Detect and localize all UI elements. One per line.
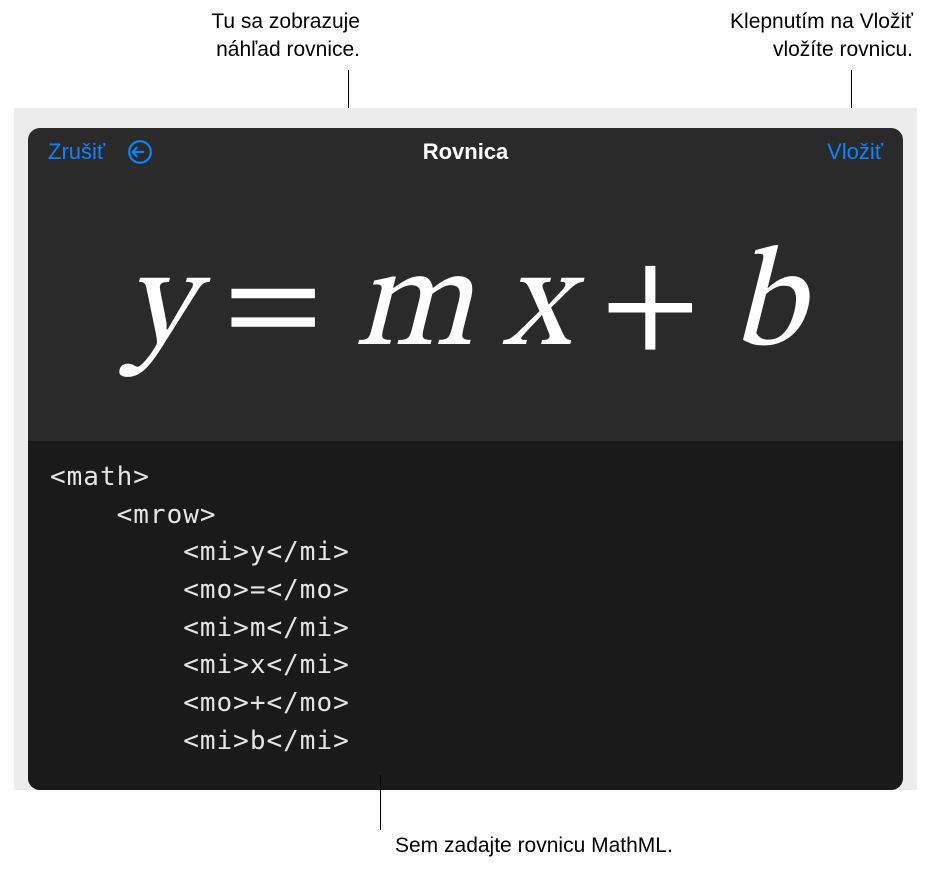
eq-equals: = — [223, 221, 326, 396]
eq-plus: + — [600, 221, 703, 396]
callout-text: Sem zadajte rovnicu MathML. — [395, 834, 673, 857]
undo-icon[interactable] — [127, 139, 153, 165]
code-line: <mo>=</mo> — [50, 575, 350, 605]
callout-text: Tu sa zobrazuje — [211, 10, 360, 33]
panel-title: Rovnica — [423, 139, 509, 165]
panel-header: Zrušiť Rovnica Vložiť — [28, 128, 903, 176]
cancel-button[interactable]: Zrušiť — [48, 139, 105, 165]
insert-button[interactable]: Vložiť — [827, 139, 883, 165]
eq-var-x: x — [503, 221, 572, 396]
panel-background: Zrušiť Rovnica Vložiť y = m x + b — [14, 108, 917, 790]
code-line: <mi>m</mi> — [50, 613, 350, 643]
code-line: <math> — [50, 462, 150, 492]
callout-code: Sem zadajte rovnicu MathML. — [395, 834, 673, 858]
eq-var-m: m — [354, 221, 475, 396]
code-line: <mrow> — [50, 500, 217, 530]
equation-preview: y = m x + b — [28, 176, 903, 441]
code-line: <mi>b</mi> — [50, 726, 350, 756]
callout-text: náhľad rovnice. — [216, 38, 360, 61]
code-line: <mi>y</mi> — [50, 537, 350, 567]
eq-var-y: y — [125, 221, 195, 396]
mathml-code-input[interactable]: <math> <mrow> <mi>y</mi> <mo>=</mo> <mi>… — [28, 441, 903, 790]
callout-text: Klepnutím na Vložiť — [730, 10, 913, 33]
callout-preview: Tu sa zobrazuje náhľad rovnice. — [0, 8, 360, 65]
equation-rendered: y = m x + b — [125, 221, 806, 396]
code-line: <mi>x</mi> — [50, 650, 350, 680]
callout-connector — [380, 775, 381, 830]
callout-insert: Klepnutím na Vložiť vložíte rovnicu. — [613, 8, 913, 65]
eq-var-b: b — [731, 221, 806, 396]
callout-text: vložíte rovnicu. — [773, 38, 913, 61]
equation-editor-panel: Zrušiť Rovnica Vložiť y = m x + b — [28, 128, 903, 790]
code-line: <mo>+</mo> — [50, 688, 350, 718]
